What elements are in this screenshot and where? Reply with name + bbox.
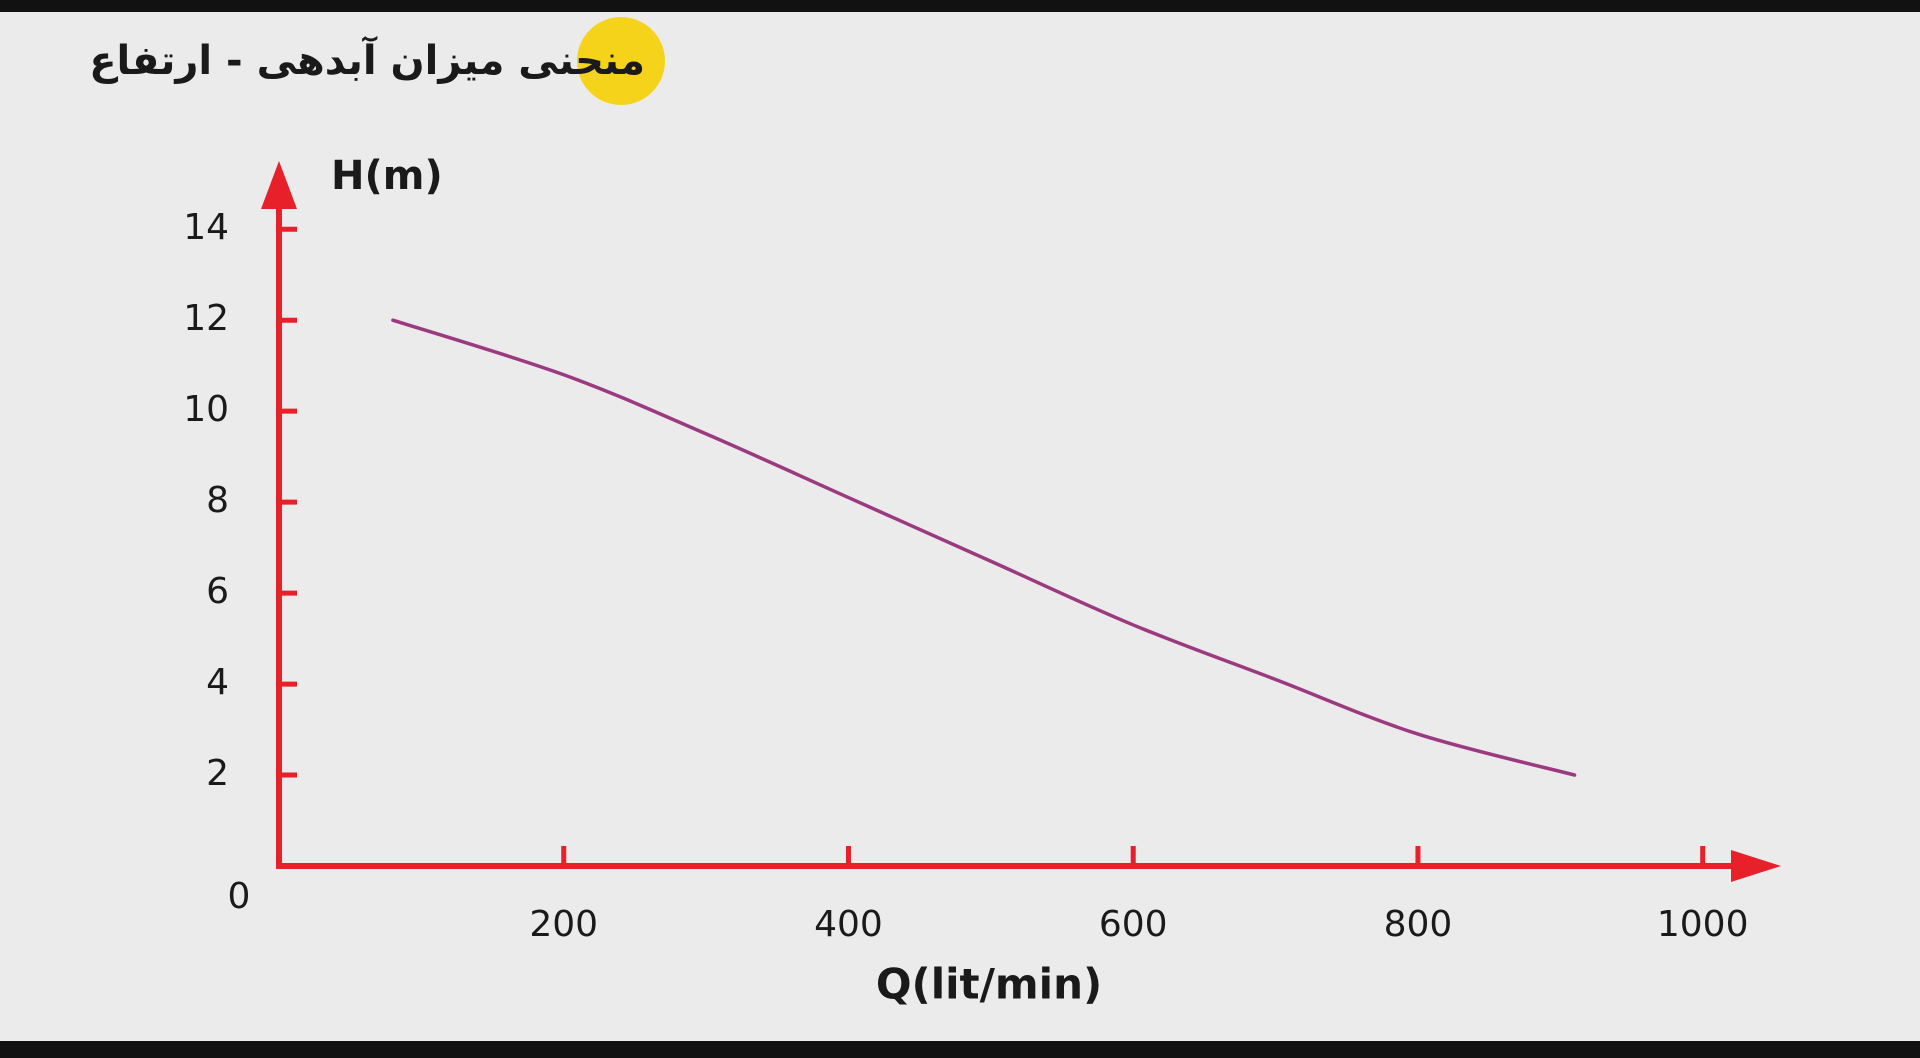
- y-tick-label: 4: [206, 662, 229, 703]
- y-tick-label: 0: [228, 876, 251, 917]
- y-tick-label: 8: [206, 480, 229, 521]
- data-line: [391, 318, 1577, 777]
- y-tick-label: 12: [183, 298, 229, 339]
- y-tick-label: 14: [183, 207, 229, 248]
- x-tick-label: 800: [1384, 904, 1453, 945]
- y-axis-label: H(m): [331, 153, 443, 199]
- x-tick-label: 200: [529, 904, 598, 945]
- y-axis-arrow: [261, 161, 297, 209]
- chart-title: منحنی میزان آبدهی - ارتفاع: [89, 35, 645, 84]
- x-axis-label: Q(lit/min): [876, 960, 1102, 1009]
- x-tick-label: 400: [814, 904, 883, 945]
- background: [0, 12, 1920, 1041]
- x-tick-label: 600: [1099, 904, 1168, 945]
- x-axis-arrow: [1731, 850, 1781, 882]
- title-highlight: [577, 17, 665, 105]
- y-tick-label: 10: [183, 389, 229, 430]
- x-tick-label: 1000: [1657, 904, 1749, 945]
- y-tick-label: 6: [206, 571, 229, 612]
- y-tick-label: 2: [206, 753, 229, 794]
